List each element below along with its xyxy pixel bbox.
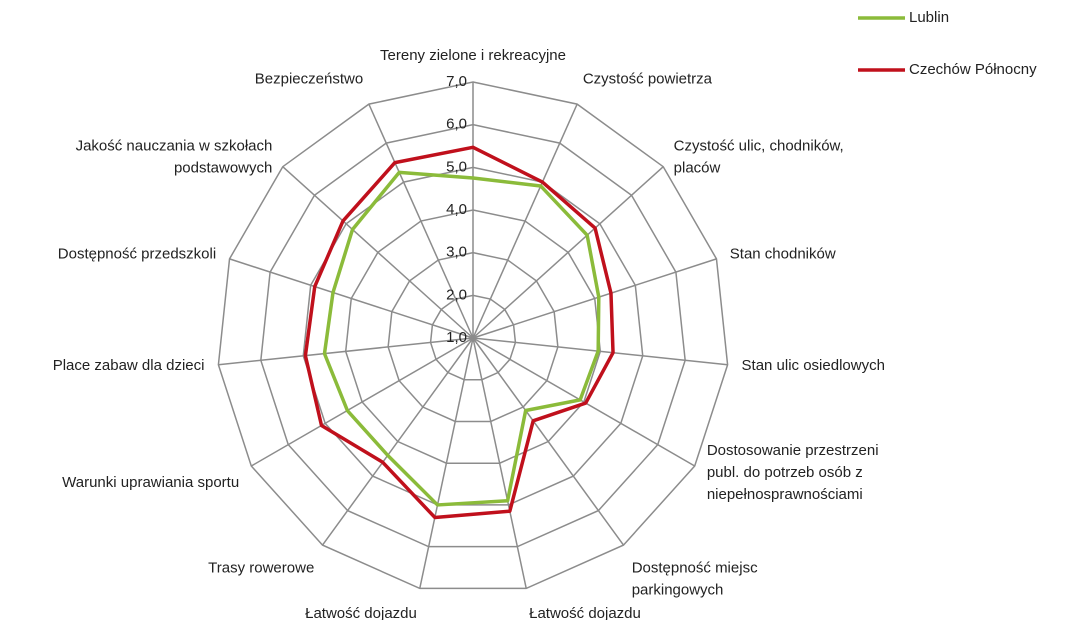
r-tick-label: 1,0 xyxy=(446,329,467,346)
r-tick-label: 2,0 xyxy=(446,286,467,303)
axis-spoke xyxy=(472,166,664,339)
series-line xyxy=(303,145,615,520)
legend-label: Czechów Północny xyxy=(909,61,1037,78)
category-label: Place zabaw dla dzieci xyxy=(53,357,205,374)
r-tick-label: 3,0 xyxy=(446,244,467,261)
category-label: Czystość ulic, chodników, placów xyxy=(674,137,844,176)
category-label-line: Bezpieczeństwo xyxy=(255,70,363,87)
category-label-line: niepełnosprawnościami xyxy=(707,486,863,503)
category-label: Stan chodników xyxy=(730,246,836,263)
category-label-line: publ. do potrzeb osób z xyxy=(707,464,863,481)
category-label-line: Tereny zielone i rekreacyjne xyxy=(380,47,566,64)
category-label-line: Stan chodników xyxy=(730,246,836,263)
category-label-line: Warunki uprawiania sportu xyxy=(62,474,239,491)
category-label-line: parkingowych xyxy=(632,581,724,598)
category-label-line: Łatwość dojazdu xyxy=(529,605,641,620)
category-label: Łatwość dojazdusamochodem... xyxy=(529,605,641,620)
category-label-line: Jakość nauczania w szkołach xyxy=(76,137,273,154)
axis-spoke xyxy=(472,337,728,366)
r-tick-label: 5,0 xyxy=(446,158,467,175)
axis-spoke xyxy=(218,337,474,366)
category-label-line: podstawowych xyxy=(174,159,272,176)
axis-spoke xyxy=(472,337,527,589)
category-label: Jakość nauczania w szkołach podstawowych xyxy=(76,137,273,176)
axis-spoke xyxy=(472,103,578,339)
category-label-line: Trasy rowerowe xyxy=(208,559,314,576)
category-label-line: placów xyxy=(674,159,721,176)
category-label: Stan ulic osiedlowych xyxy=(742,357,885,374)
axis-spoke xyxy=(282,166,474,339)
category-label: Warunki uprawiania sportu xyxy=(62,474,239,491)
category-label: Dostępność przedszkoli xyxy=(58,246,216,263)
category-label: Czystość powietrza xyxy=(583,70,713,87)
grid-ring xyxy=(429,294,517,381)
category-label: Dostosowanie przestrzeni publ. do potrzeb… xyxy=(707,442,879,503)
r-tick-label: 6,0 xyxy=(446,116,467,133)
grid-ring xyxy=(260,123,686,548)
category-label: Bezpieczeństwo xyxy=(255,70,363,87)
category-label: Dostępność miejsc parkingowych xyxy=(632,559,758,598)
legend-label: Lublin xyxy=(909,9,949,26)
grid-ring xyxy=(387,251,559,423)
category-label-line: Dostosowanie przestrzeni xyxy=(707,442,879,459)
grid-ring xyxy=(344,209,602,464)
grid-ring xyxy=(217,81,729,590)
axis-spoke xyxy=(321,337,474,546)
category-label-line: Łatwość dojazdu xyxy=(305,605,417,620)
category-label-line: Czystość ulic, chodników, xyxy=(674,137,844,154)
category-label-line: Stan ulic osiedlowych xyxy=(742,357,885,374)
category-label-line: Place zabaw dla dzieci xyxy=(53,357,205,374)
axis-spoke xyxy=(229,258,474,339)
axis-spoke xyxy=(250,337,474,467)
axis-spoke xyxy=(368,103,474,339)
category-label: Łatwość dojazdukomunikacją miejską... xyxy=(266,605,417,620)
category-label: Tereny zielone i rekreacyjne xyxy=(380,47,566,64)
category-label-line: Czystość powietrza xyxy=(583,70,713,87)
axis-spoke xyxy=(419,337,474,589)
axis-spoke xyxy=(472,258,717,339)
r-tick-label: 4,0 xyxy=(446,201,467,218)
axis-spoke xyxy=(472,337,625,546)
series-line xyxy=(322,170,601,507)
category-label-line: Dostępność przedszkoli xyxy=(58,246,216,263)
category-label-line: Dostępność miejsc xyxy=(632,559,758,576)
r-tick-label: 7,0 xyxy=(446,73,467,90)
category-label: Trasy rowerowe xyxy=(208,559,314,576)
